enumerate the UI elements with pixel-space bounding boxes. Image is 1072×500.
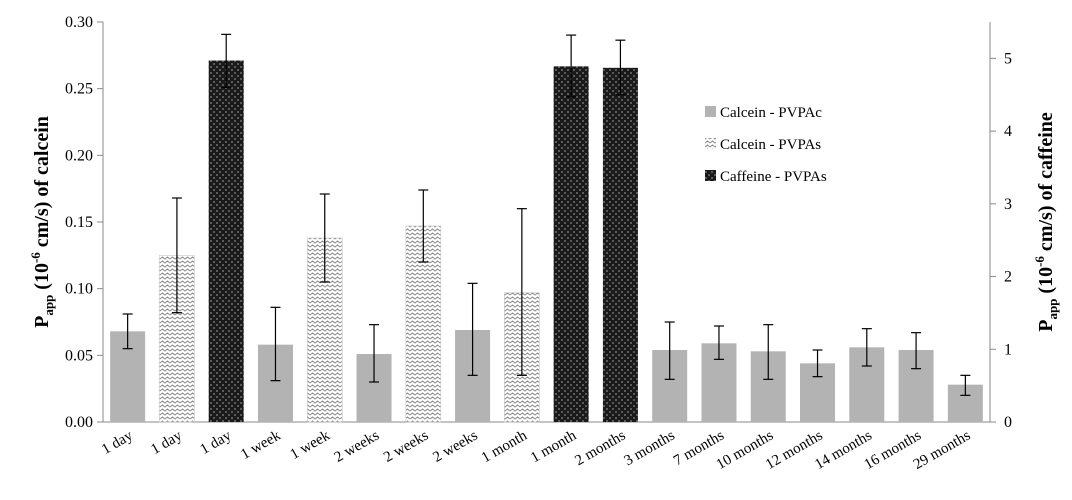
left-tick-label: 0.10 [65, 281, 93, 298]
bar [208, 60, 244, 422]
left-axis-ticks: 0.00 0.05 0.10 0.15 0.20 0.25 0.30 [65, 14, 103, 431]
right-tick-label: 5 [1004, 50, 1012, 67]
right-tick-label: 3 [1004, 196, 1012, 213]
left-tick-label: 0.25 [65, 81, 93, 98]
x-tick-label: 1 day [198, 427, 235, 458]
legend-swatch-calcein-pvpas [705, 138, 716, 149]
legend-label-caffeine-pvpas: Caffeine - PVPAs [720, 169, 827, 185]
left-tick-label: 0.15 [65, 214, 93, 231]
x-tick-label: 3 months [622, 428, 678, 470]
x-tick-label: 1 week [238, 427, 284, 463]
error-bars-group [122, 33, 971, 396]
legend: Calcein - PVPAc Calcein - PVPAs Caffeine… [705, 105, 827, 185]
legend-label-calcein-pvpac: Calcein - PVPAc [720, 105, 822, 121]
legend-swatch-caffeine-pvpas [705, 170, 716, 181]
x-tick-label: 2 weeks [381, 428, 431, 466]
right-tick-label: 0 [1004, 414, 1012, 431]
legend-swatch-calcein-pvpac [705, 106, 716, 117]
x-tick-label: 1 week [288, 427, 334, 463]
x-tick-label: 1 day [148, 427, 185, 458]
left-axis-title: Papp (10-6 cm/s) of calcein [28, 116, 56, 328]
right-axis-title: Papp (10-6 cm/s) of caffeine [1032, 112, 1060, 332]
right-tick-label: 1 [1004, 341, 1012, 358]
left-tick-label: 0.30 [65, 14, 93, 31]
right-tick-label: 2 [1004, 269, 1012, 286]
bar [602, 67, 638, 423]
x-tick-label: 1 day [99, 427, 136, 458]
right-tick-label: 4 [1004, 123, 1012, 140]
x-tick-label: 2 months [572, 428, 628, 470]
bars-group [110, 60, 983, 423]
x-tick-label: 1 month [528, 427, 579, 466]
bar [553, 66, 589, 422]
x-tick-labels: 1 day 1 day 1 day 1 week 1 week 2 weeks 2 week… [99, 427, 973, 473]
left-tick-label: 0.05 [65, 347, 93, 364]
x-tick-label: 1 month [479, 427, 530, 466]
x-tick-label: 2 weeks [332, 428, 382, 466]
x-tick-label: 29 months [911, 428, 974, 473]
right-axis-ticks: 0 1 2 3 4 5 [990, 50, 1012, 431]
legend-label-calcein-pvpas: Calcein - PVPAs [720, 137, 821, 153]
x-tick-label: 2 weeks [430, 428, 480, 466]
left-tick-label: 0.20 [65, 147, 93, 164]
left-tick-label: 0.00 [65, 414, 93, 431]
